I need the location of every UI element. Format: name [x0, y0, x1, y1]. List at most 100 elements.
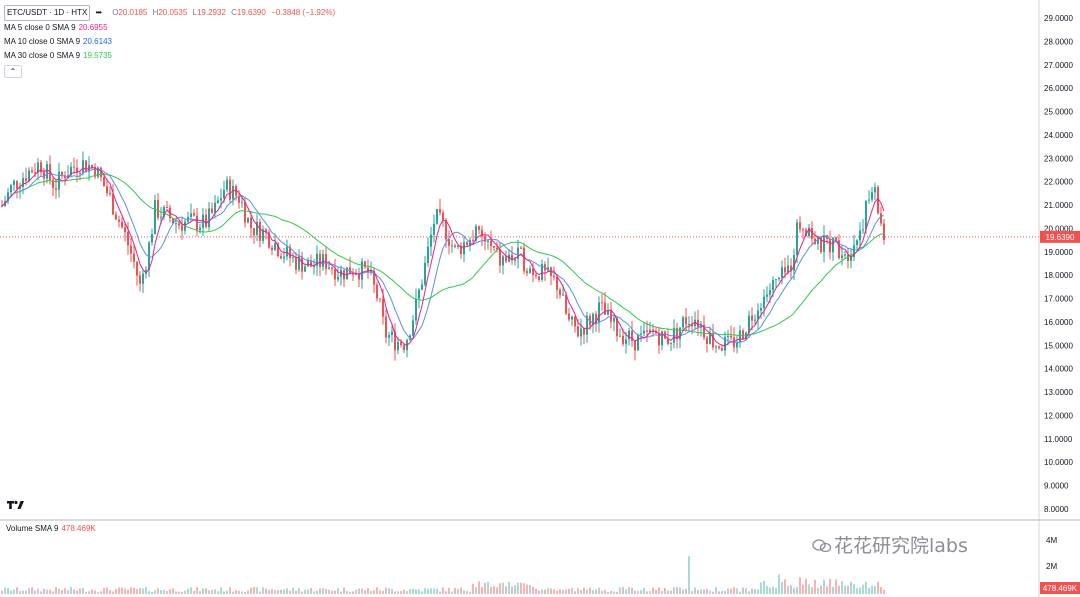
candle	[586, 311, 588, 343]
price-tick-label: 10.0000	[1044, 458, 1073, 467]
candle	[802, 227, 804, 239]
candle	[580, 318, 582, 346]
high-value: 20.0535	[158, 8, 188, 17]
volume-bar	[85, 591, 87, 594]
volume-bar	[13, 589, 15, 594]
volume-bar	[685, 588, 687, 594]
candle	[316, 245, 318, 276]
volume-bar	[733, 587, 735, 594]
candle	[184, 218, 186, 235]
more-options-icon[interactable]: •••	[95, 8, 102, 17]
change-value: −0.3848 (−1.92%)	[271, 8, 336, 17]
volume-bar	[220, 587, 222, 594]
volume-bar	[292, 587, 294, 594]
volume-bar	[427, 588, 429, 594]
volume-legend[interactable]: Volume SMA 9 478.469K	[6, 524, 96, 533]
candle	[223, 180, 225, 203]
volume-bar	[529, 584, 531, 594]
candle	[397, 337, 399, 355]
volume-bar	[526, 584, 528, 594]
volume-bar	[133, 587, 135, 594]
volume-bar	[562, 589, 564, 594]
candle	[457, 245, 459, 250]
volume-bar	[304, 589, 306, 594]
candle	[40, 159, 42, 177]
volume-bar	[682, 589, 684, 594]
volume-bar	[55, 587, 57, 594]
collapse-legend-button[interactable]: ⌃	[4, 65, 22, 78]
volume-bar	[550, 588, 552, 594]
price-tick-label: 21.0000	[1044, 201, 1073, 210]
candle	[82, 151, 84, 176]
candle	[679, 327, 681, 349]
candle	[781, 260, 783, 285]
price-tick-label: 25.0000	[1044, 108, 1073, 117]
volume-bar	[745, 588, 747, 594]
volume-bar	[31, 587, 33, 594]
volume-bar	[118, 587, 120, 594]
tradingview-logo-icon	[7, 500, 24, 509]
candle	[37, 158, 39, 181]
symbol-title[interactable]: ETC/USDT · 1D · HTX	[4, 5, 91, 21]
candle	[52, 177, 54, 197]
candle	[211, 202, 213, 215]
volume-bar	[88, 591, 90, 594]
volume-bar	[307, 589, 309, 594]
volume-bar	[727, 588, 729, 594]
volume-bar	[190, 587, 192, 594]
volume-bar	[547, 588, 549, 594]
candle	[193, 209, 195, 217]
ma5-legend[interactable]: MA 5 close 0 SMA 9 20.6955	[4, 21, 335, 35]
volume-bar	[481, 587, 483, 594]
volume-bar	[289, 590, 291, 594]
volume-bar	[208, 590, 210, 594]
tradingview-logo[interactable]	[7, 500, 25, 513]
volume-bar	[76, 590, 78, 594]
candle	[625, 331, 627, 354]
volume-bar	[235, 590, 237, 594]
candle	[67, 165, 69, 179]
candle	[301, 251, 303, 280]
volume-bar	[139, 588, 141, 594]
candle	[553, 266, 555, 281]
last-volume-tag	[1040, 582, 1080, 594]
candle	[10, 184, 12, 198]
candle	[850, 248, 852, 269]
candle	[871, 186, 873, 203]
volume-bar	[874, 586, 876, 594]
candle	[463, 236, 465, 263]
volume-bar	[616, 591, 618, 594]
volume-bar	[103, 588, 105, 594]
volume-bar	[67, 590, 69, 594]
candle	[394, 323, 396, 361]
volume-bar	[853, 584, 855, 594]
chart-legend: ETC/USDT · 1D · HTX ••• O20.0185 H20.053…	[4, 5, 335, 79]
candle	[379, 298, 381, 303]
volume-bar	[244, 591, 246, 594]
candle	[76, 159, 78, 183]
candle	[19, 182, 21, 199]
volume-bar	[169, 589, 171, 594]
candle	[883, 218, 885, 245]
volume-bar	[295, 590, 297, 594]
volume-bar	[715, 587, 717, 594]
volume-bar	[577, 588, 579, 594]
volume-bar	[589, 587, 591, 594]
candle	[799, 216, 801, 233]
candle	[181, 217, 183, 240]
candle	[190, 203, 192, 221]
candle	[286, 239, 288, 261]
volume-bar	[643, 587, 645, 594]
ma30-legend[interactable]: MA 30 close 0 SMA 9 19.5735	[4, 49, 335, 63]
volume-bar	[229, 587, 231, 594]
volume-bar	[571, 587, 573, 594]
candle	[163, 205, 165, 221]
ma10-legend[interactable]: MA 10 close 0 SMA 9 20.6143	[4, 35, 335, 49]
candle	[256, 214, 258, 241]
price-tick-label: 22.0000	[1044, 178, 1073, 187]
candle	[583, 327, 585, 345]
candle	[433, 214, 435, 243]
candle	[412, 315, 414, 337]
